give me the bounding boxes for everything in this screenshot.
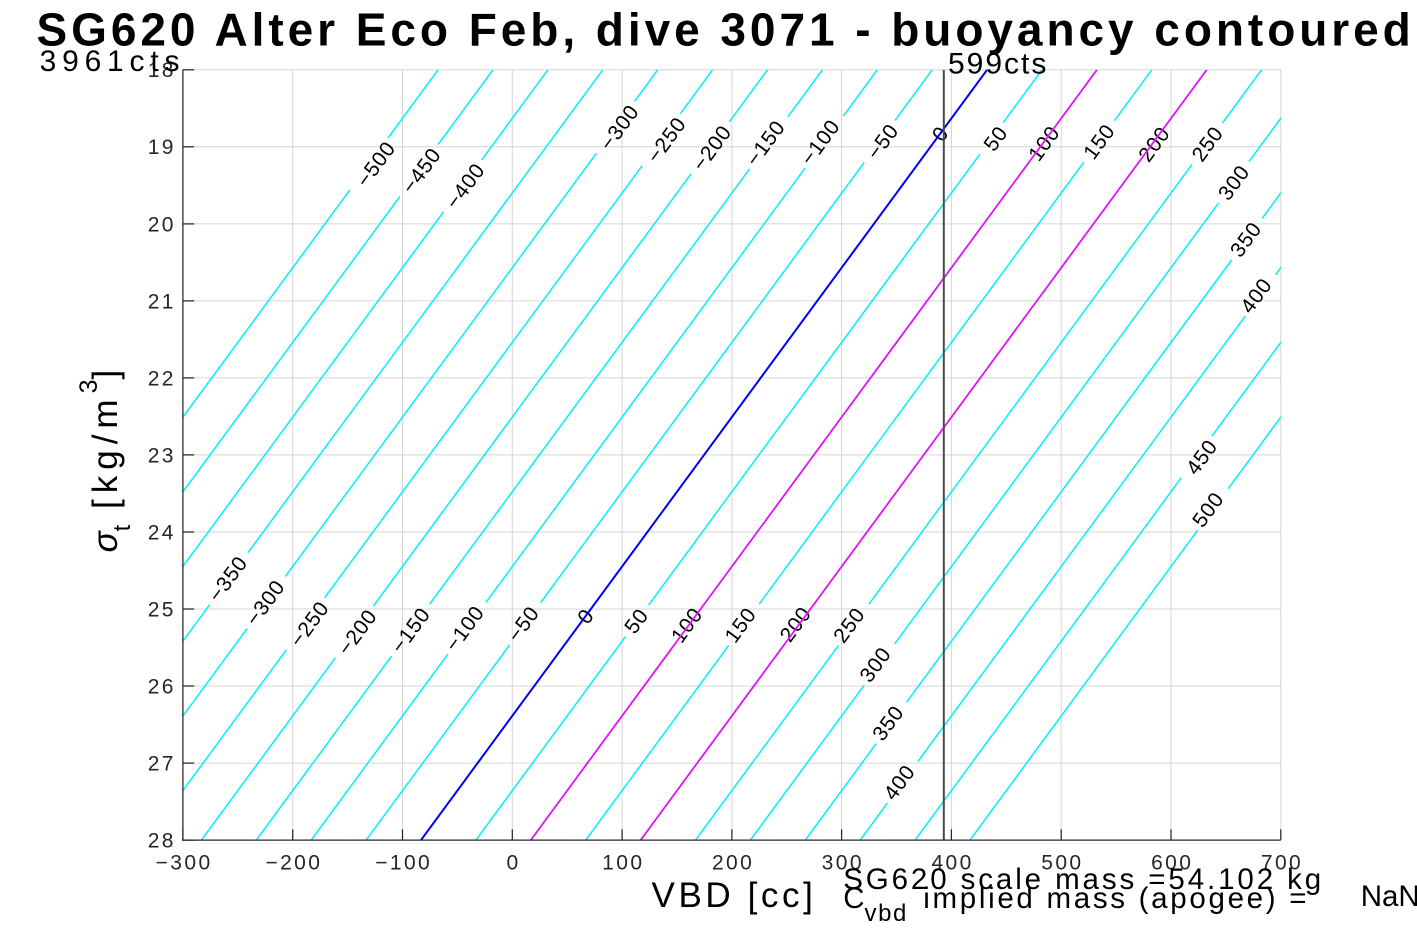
svg-text:19: 19	[148, 136, 176, 159]
svg-text:599cts: 599cts	[948, 48, 1048, 81]
svg-text:implied mass (apogee) =: implied mass (apogee) =	[923, 882, 1309, 915]
svg-text:25: 25	[148, 598, 176, 621]
svg-text:200: 200	[712, 852, 754, 875]
svg-text:C: C	[843, 882, 864, 915]
svg-text:26: 26	[148, 675, 176, 698]
svg-text:SG620 scale mass =54.102 kg: SG620 scale mass =54.102 kg	[843, 863, 1324, 896]
svg-text:0: 0	[506, 852, 520, 875]
svg-text:500: 500	[1041, 852, 1083, 875]
svg-text:18: 18	[148, 59, 176, 82]
svg-text:−200: −200	[265, 852, 322, 875]
svg-text:27: 27	[148, 753, 176, 776]
svg-text:NaN: NaN	[1361, 880, 1417, 913]
svg-text:400: 400	[931, 852, 973, 875]
svg-text:vbd: vbd	[865, 900, 909, 927]
svg-text:VBD [cc]: VBD [cc]	[652, 876, 817, 915]
svg-text:300: 300	[822, 852, 864, 875]
svg-text:100: 100	[602, 852, 644, 875]
svg-text:22: 22	[148, 367, 176, 390]
svg-text:23: 23	[148, 444, 176, 467]
svg-text:−300: −300	[156, 852, 213, 875]
svg-text:600: 600	[1151, 852, 1193, 875]
svg-text:21: 21	[148, 290, 176, 313]
svg-text:SG620 Alter Eco Feb, dive 3071: SG620 Alter Eco Feb, dive 3071 - buoyanc…	[37, 4, 1415, 56]
svg-text:24: 24	[148, 521, 176, 544]
svg-text:28: 28	[148, 830, 176, 853]
svg-text:σt [kg/m3]: σt [kg/m3]	[75, 370, 136, 553]
svg-text:20: 20	[148, 213, 176, 236]
svg-text:−100: −100	[375, 852, 432, 875]
svg-text:700: 700	[1261, 852, 1303, 875]
svg-text:3961cts: 3961cts	[40, 45, 186, 78]
